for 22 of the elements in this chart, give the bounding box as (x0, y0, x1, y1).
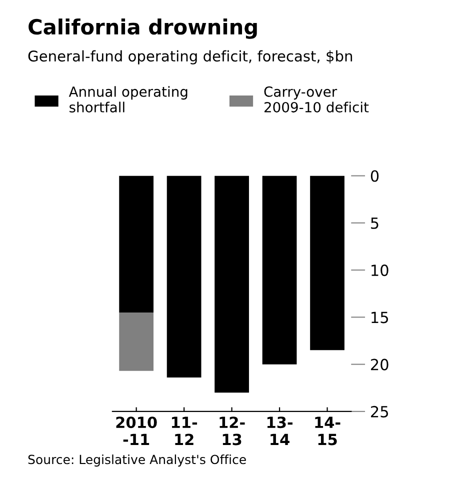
bar (119, 176, 154, 312)
bar (119, 312, 154, 371)
x-tick-label: 11- 12 (172, 416, 198, 446)
x-tick-label: 2010 -11 (116, 416, 157, 446)
x-tick-label: 14- 15 (315, 416, 340, 446)
x-tick-label: 13- 14 (267, 416, 293, 446)
bar (214, 176, 249, 393)
bar (310, 176, 344, 350)
y-tick-label: 15 (372, 312, 388, 324)
bar (262, 176, 297, 364)
y-tick-label: 20 (371, 358, 388, 370)
source-note: Source: Legislative Analyst's Office (28, 454, 246, 467)
y-tick-label: 25 (371, 406, 388, 418)
legend-label: Annual operating shortfall (68, 86, 188, 112)
chart-title: California drowning (28, 18, 257, 39)
y-tick-label: 0 (370, 170, 379, 182)
y-tick-label: 5 (371, 218, 378, 229)
legend-label: Carry-over 2009-10 deficit (264, 86, 369, 112)
bar (166, 176, 202, 378)
x-tick-label: 12- 13 (220, 416, 245, 446)
chart-subtitle: General-fund operating deficit, forecast, $bn (28, 50, 352, 64)
y-tick-label: 10 (372, 264, 388, 276)
